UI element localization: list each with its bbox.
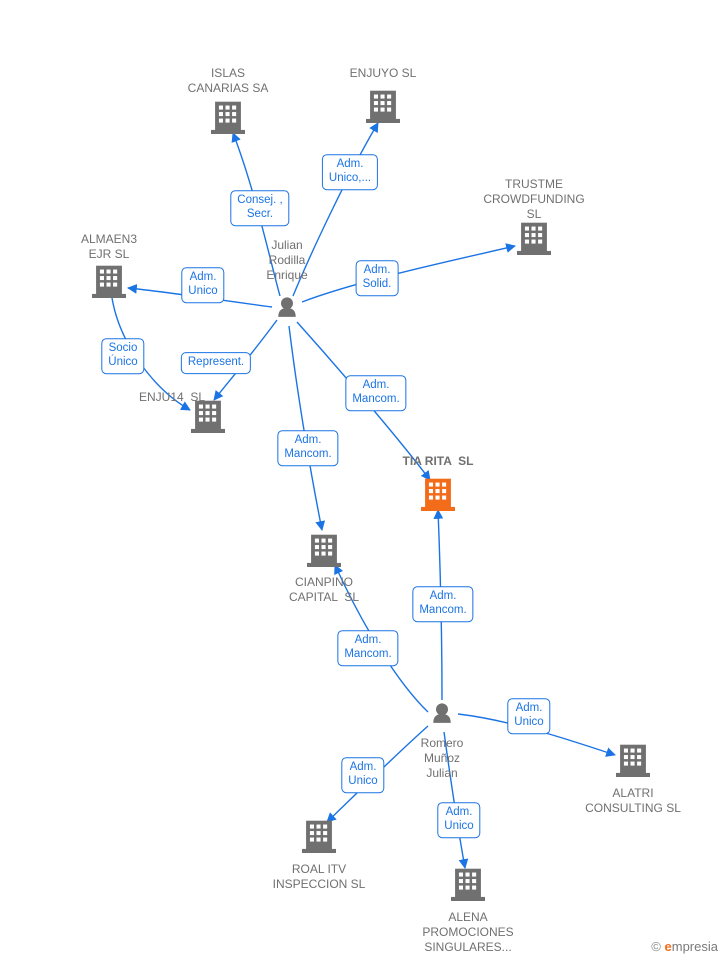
building-icon bbox=[191, 401, 225, 433]
edge-label: Represent. bbox=[181, 352, 251, 374]
brand-rest: mpresia bbox=[672, 939, 718, 954]
building-icon bbox=[307, 535, 341, 567]
edge-label: Adm. Unico bbox=[507, 698, 550, 734]
brand-e: e bbox=[665, 939, 672, 954]
building-icon bbox=[366, 91, 400, 123]
edge-label: Consej. , Secr. bbox=[230, 190, 289, 226]
edge bbox=[289, 326, 322, 530]
network-svg bbox=[0, 0, 728, 960]
building-icon bbox=[302, 821, 336, 853]
attribution: © empresia bbox=[651, 939, 718, 954]
building-icon bbox=[517, 223, 551, 255]
edge-label: Adm. Mancom. bbox=[412, 586, 473, 622]
edge bbox=[302, 246, 515, 302]
building-icon bbox=[421, 479, 455, 511]
building-icon bbox=[211, 102, 245, 134]
person-icon bbox=[278, 297, 295, 317]
edge-label: Adm. Mancom. bbox=[345, 375, 406, 411]
copyright-symbol: © bbox=[651, 939, 661, 954]
person-icon bbox=[433, 703, 450, 723]
edge-label: Adm. Unico bbox=[437, 802, 480, 838]
building-icon bbox=[92, 266, 126, 298]
building-icon bbox=[451, 869, 485, 901]
edge-label: Adm. Unico,... bbox=[322, 154, 378, 190]
edge-label: Adm. Mancom. bbox=[337, 630, 398, 666]
edge-label: Socio Único bbox=[101, 338, 144, 374]
edge-label: Adm. Mancom. bbox=[277, 430, 338, 466]
edge-label: Adm. Solid. bbox=[356, 260, 399, 296]
edge-label: Adm. Unico bbox=[181, 267, 224, 303]
edge bbox=[444, 732, 465, 868]
building-icon bbox=[616, 745, 650, 777]
edge-label: Adm. Unico bbox=[341, 757, 384, 793]
